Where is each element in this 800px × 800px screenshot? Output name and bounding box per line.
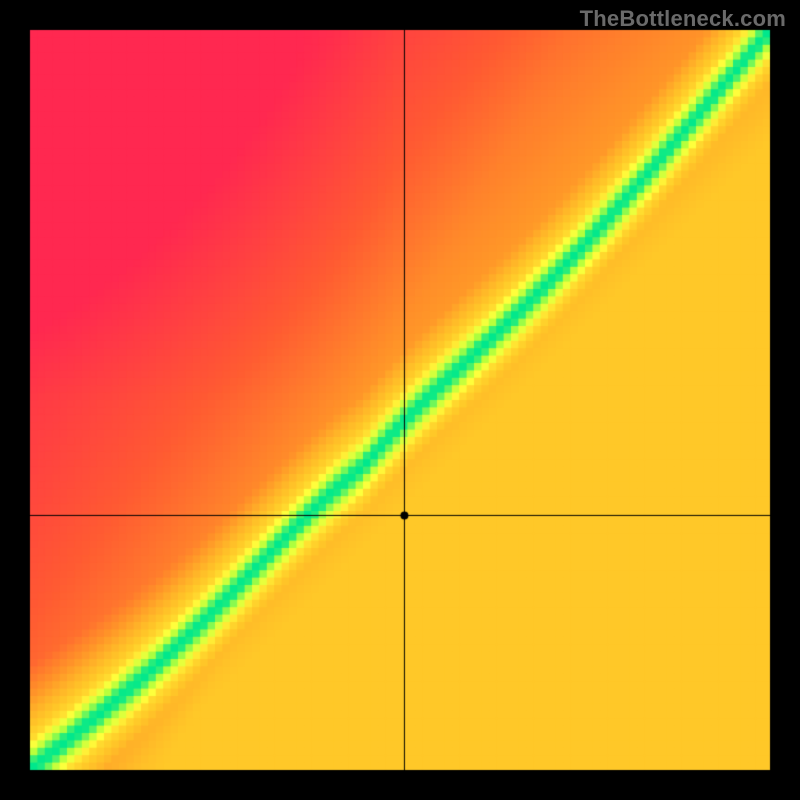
chart-container: TheBottleneck.com xyxy=(0,0,800,800)
watermark-text: TheBottleneck.com xyxy=(580,6,786,32)
heatmap-canvas xyxy=(0,0,800,800)
